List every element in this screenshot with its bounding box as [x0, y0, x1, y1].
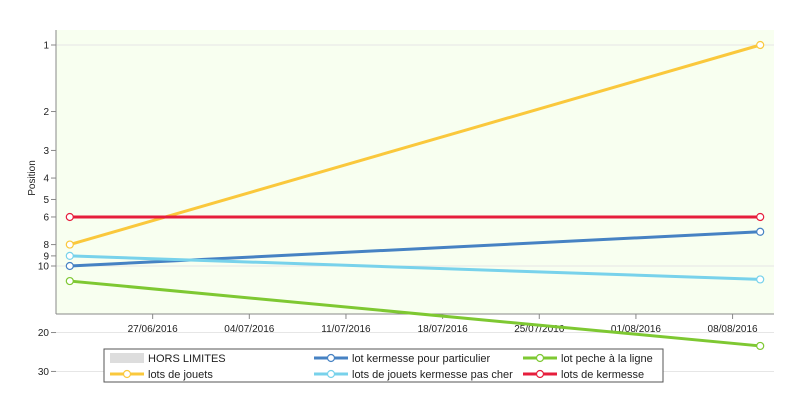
legend: HORS LIMITES lot kermesse pour particulie… — [103, 348, 664, 383]
data-point — [65, 276, 74, 286]
legend-box — [103, 348, 664, 383]
x-tick-label: 11/07/2016 — [321, 324, 371, 335]
data-point — [756, 40, 765, 50]
legend-item: lots de jouets kermesse pas cher — [314, 369, 513, 381]
legend-label: lots de jouets kermesse pas cher — [352, 369, 513, 381]
legend-item-hors-limites: HORS LIMITES — [110, 353, 226, 365]
x-tick-label: 04/07/2016 — [224, 324, 274, 335]
y-tick-label: 2 — [43, 107, 49, 118]
legend-label: HORS LIMITES — [148, 353, 226, 365]
legend-label: lot kermesse pour particulier — [352, 353, 491, 365]
legend-label: lots de jouets — [148, 369, 213, 381]
legend-item: lot peche à la ligne — [523, 353, 653, 365]
series-line — [69, 279, 761, 348]
data-point — [65, 261, 74, 271]
x-tick-label: 08/08/2016 — [708, 324, 758, 335]
legend-label: lot peche à la ligne — [561, 353, 653, 365]
series-lines — [65, 40, 765, 351]
legend-marker — [326, 369, 336, 379]
series-line — [69, 254, 761, 281]
y-tick-label: 6 — [43, 212, 49, 223]
x-tick-label: 27/06/2016 — [128, 324, 178, 335]
x-tick-label: 18/07/2016 — [418, 324, 468, 335]
series-2 — [65, 40, 765, 249]
data-point — [756, 341, 765, 351]
series-3 — [65, 251, 765, 284]
x-tick-label: 25/07/2016 — [514, 324, 564, 335]
legend-marker — [535, 353, 545, 363]
series-1 — [65, 276, 765, 351]
y-tick-label: 5 — [43, 195, 49, 206]
data-point — [65, 212, 74, 222]
legend-marker — [122, 369, 132, 379]
y-tick-label: 3 — [43, 146, 49, 157]
legend-marker — [326, 353, 336, 363]
y-tick-label: 30 — [38, 367, 50, 378]
legend-item: lots de jouets — [110, 369, 213, 381]
data-point — [65, 240, 74, 249]
y-axis-title: Position — [27, 160, 38, 196]
y-tick-label: 9 — [43, 251, 49, 262]
series-line — [69, 43, 761, 247]
y-tick-label: 20 — [38, 328, 50, 339]
data-point — [756, 227, 765, 236]
data-point — [756, 212, 765, 222]
legend-item: lot kermesse pour particulier — [314, 353, 491, 365]
legend-swatch — [110, 353, 144, 363]
data-point — [65, 251, 74, 260]
data-point — [756, 275, 765, 284]
legend-marker — [535, 369, 545, 379]
legend-label: lots de kermesse — [561, 369, 644, 381]
y-tick-label: 1 — [43, 41, 49, 52]
y-tick-label: 8 — [43, 240, 49, 251]
series-4 — [65, 212, 765, 222]
y-tick-label: 4 — [43, 174, 49, 185]
y-tick-label: 10 — [38, 262, 50, 273]
legend-item: lots de kermesse — [523, 369, 644, 381]
x-tick-label: 01/08/2016 — [611, 324, 661, 335]
